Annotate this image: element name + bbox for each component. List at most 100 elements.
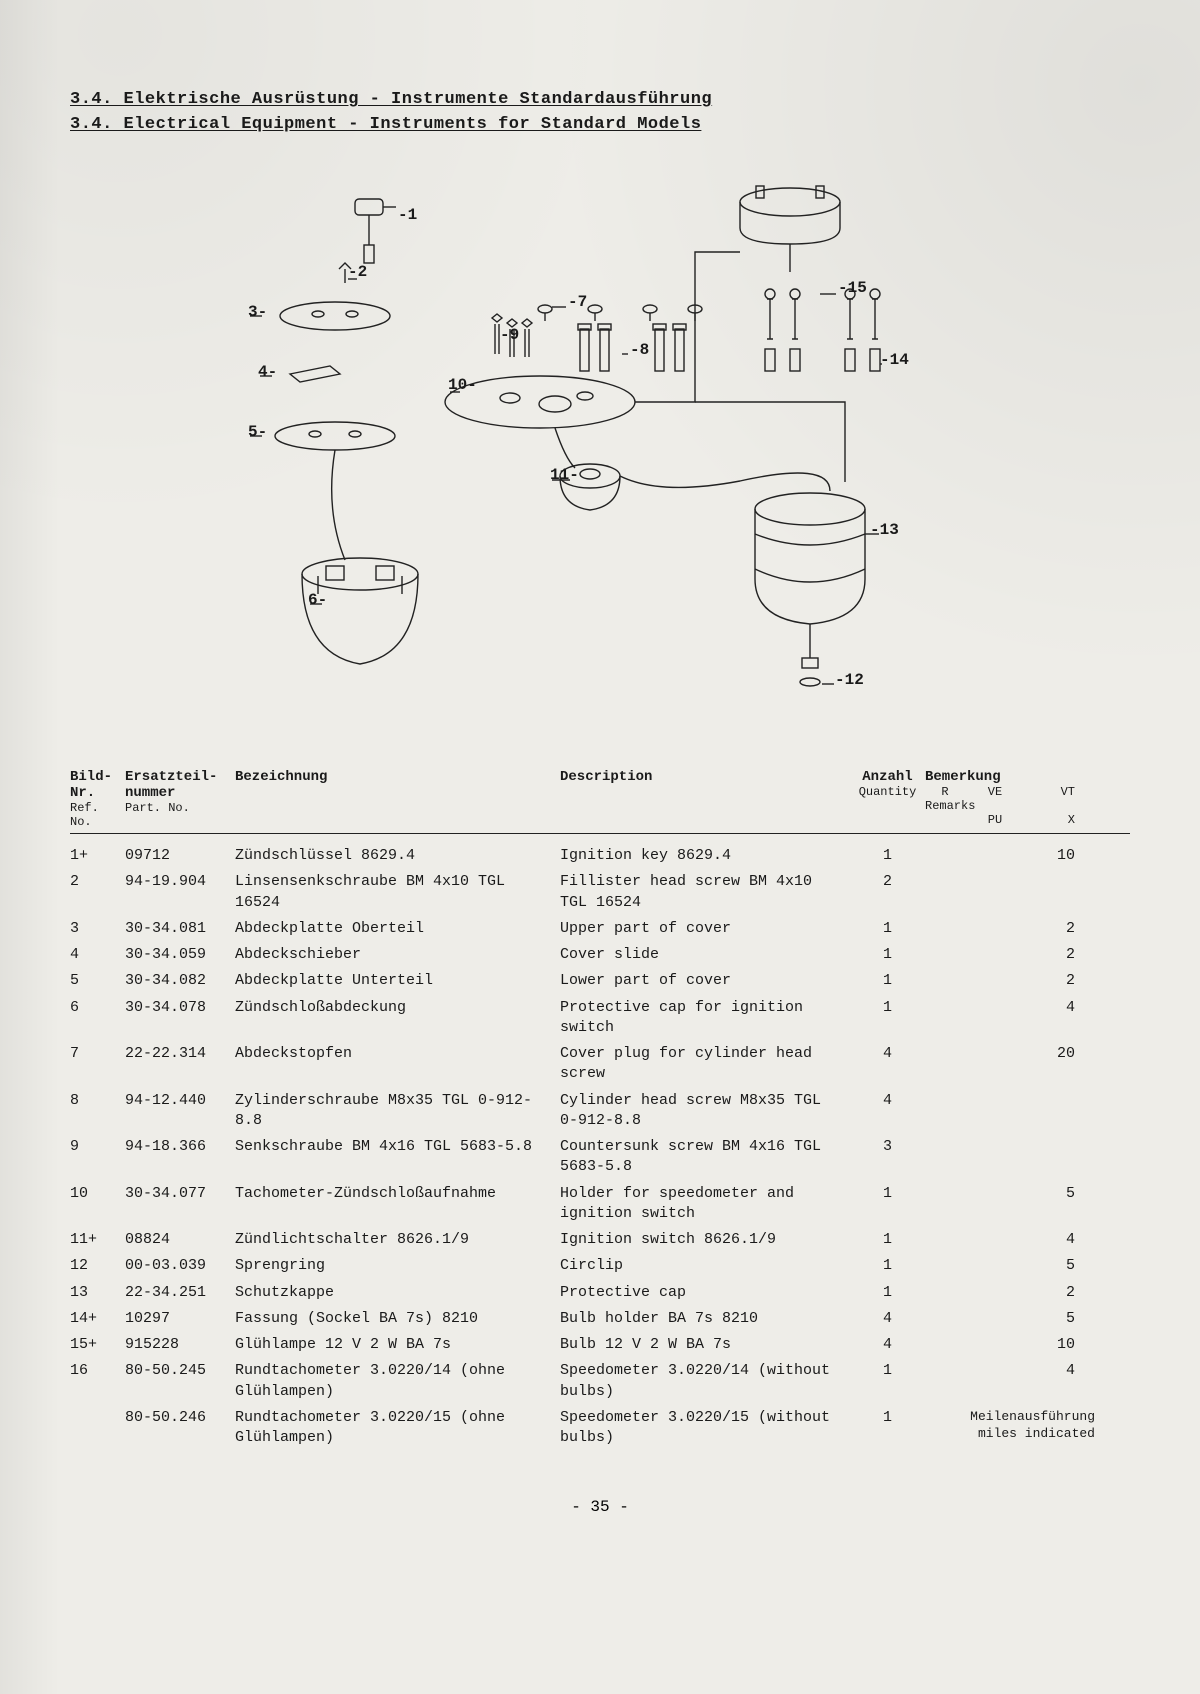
cell-rem: 2 bbox=[925, 971, 1135, 991]
cell-qty: 1 bbox=[850, 1283, 925, 1303]
th-rem: Bemerkung R VE VT Remarks PU X bbox=[925, 769, 1135, 829]
cell-bez: Abdeckplatte Oberteil bbox=[235, 919, 560, 939]
cell-bez: Schutzkappe bbox=[235, 1283, 560, 1303]
table-row: 1322-34.251SchutzkappeProtective cap12 bbox=[70, 1277, 1130, 1303]
heading-de: 3.4. Elektrische Ausrüstung - Instrument… bbox=[70, 90, 1130, 109]
th-rem-x: X bbox=[1025, 813, 1075, 827]
callout-label-1: -1 bbox=[398, 206, 417, 224]
cell-rem: 2 bbox=[925, 1283, 1135, 1303]
cell-nr: 15+ bbox=[70, 1335, 125, 1355]
parts-table: Bild- Nr. Ref. No. Ersatzteil- nummer Pa… bbox=[70, 769, 1130, 1448]
cell-desc: Countersunk screw BM 4x16 TGL 5683-5.8 bbox=[560, 1137, 850, 1178]
cell-part: 22-22.314 bbox=[125, 1044, 235, 1064]
table-row: 14+10297Fassung (Sockel BA 7s) 8210Bulb … bbox=[70, 1303, 1130, 1329]
cell-rem: 10 bbox=[925, 1335, 1135, 1355]
cell-nr: 12 bbox=[70, 1256, 125, 1276]
cell-part: 80-50.245 bbox=[125, 1361, 235, 1381]
table-header: Bild- Nr. Ref. No. Ersatzteil- nummer Pa… bbox=[70, 769, 1130, 834]
cell-nr: 11+ bbox=[70, 1230, 125, 1250]
cell-rem: 20 bbox=[925, 1044, 1135, 1064]
cell-qty: 4 bbox=[850, 1335, 925, 1355]
callout-label-4: 4- bbox=[258, 363, 277, 381]
th-rem-pu: PU bbox=[965, 813, 1025, 827]
cell-nr: 4 bbox=[70, 945, 125, 965]
cell-qty: 4 bbox=[850, 1044, 925, 1064]
callout-label-8: -8 bbox=[630, 341, 649, 359]
cell-rem: 4 bbox=[925, 1230, 1135, 1250]
cell-nr: 3 bbox=[70, 919, 125, 939]
cell-bez: Abdeckschieber bbox=[235, 945, 560, 965]
table-row: 15+915228Glühlampe 12 V 2 W BA 7sBulb 12… bbox=[70, 1329, 1130, 1355]
cell-part: 30-34.059 bbox=[125, 945, 235, 965]
callout-label-7: -7 bbox=[568, 293, 587, 311]
th-rem-vt: VT bbox=[1025, 785, 1075, 799]
cell-desc: Lower part of cover bbox=[560, 971, 850, 991]
th-rem-r: R bbox=[925, 785, 965, 799]
cell-bez: Tachometer-Zündschloßaufnahme bbox=[235, 1184, 560, 1204]
cell-nr: 5 bbox=[70, 971, 125, 991]
page-number: - 35 - bbox=[70, 1498, 1130, 1516]
cell-part: 94-19.904 bbox=[125, 872, 235, 892]
cell-part: 22-34.251 bbox=[125, 1283, 235, 1303]
cell-bez: Abdeckplatte Unterteil bbox=[235, 971, 560, 991]
cell-bez: Fassung (Sockel BA 7s) 8210 bbox=[235, 1309, 560, 1329]
cell-desc: Protective cap for ignition switch bbox=[560, 998, 850, 1039]
cell-desc: Circlip bbox=[560, 1256, 850, 1276]
th-bez: Bezeichnung bbox=[235, 769, 560, 829]
cell-rem: 5 bbox=[925, 1256, 1135, 1276]
cell-qty: 1 bbox=[850, 919, 925, 939]
cell-bez: Zündschlüssel 8629.4 bbox=[235, 846, 560, 866]
table-row: 1680-50.245Rundtachometer 3.0220/14 (ohn… bbox=[70, 1355, 1130, 1402]
th-rem-en: Remarks bbox=[925, 799, 1135, 813]
page-content: 3.4. Elektrische Ausrüstung - Instrument… bbox=[70, 90, 1130, 1516]
cell-qty: 1 bbox=[850, 1361, 925, 1381]
cell-nr: 8 bbox=[70, 1091, 125, 1111]
callout-label-14: -14 bbox=[880, 351, 909, 369]
table-row: 722-22.314AbdeckstopfenCover plug for cy… bbox=[70, 1038, 1130, 1085]
th-desc: Description bbox=[560, 769, 850, 829]
cell-part: 915228 bbox=[125, 1335, 235, 1355]
table-row: 80-50.246Rundtachometer 3.0220/15 (ohne … bbox=[70, 1402, 1130, 1449]
cell-nr: 7 bbox=[70, 1044, 125, 1064]
table-row: 11+08824Zündlichtschalter 8626.1/9Igniti… bbox=[70, 1224, 1130, 1250]
th-rem-de: Bemerkung bbox=[925, 769, 1001, 785]
cell-qty: 1 bbox=[850, 998, 925, 1018]
th-nr: Bild- Nr. Ref. No. bbox=[70, 769, 125, 829]
cell-part: 30-34.082 bbox=[125, 971, 235, 991]
cell-part: 30-34.078 bbox=[125, 998, 235, 1018]
cell-desc: Bulb holder BA 7s 8210 bbox=[560, 1309, 850, 1329]
callout-label-3: 3- bbox=[248, 303, 267, 321]
table-row: 1200-03.039SprengringCirclip15 bbox=[70, 1250, 1130, 1276]
cell-rem: Meilenausführung miles indicated bbox=[925, 1408, 1135, 1443]
cell-part: 94-12.440 bbox=[125, 1091, 235, 1111]
cell-qty: 3 bbox=[850, 1137, 925, 1157]
cell-bez: Zylinderschraube M8x35 TGL 0-912-8.8 bbox=[235, 1091, 560, 1132]
th-rem-ve: VE bbox=[965, 785, 1025, 799]
callout-label-15: -15 bbox=[838, 279, 867, 297]
cell-rem: 5 bbox=[925, 1184, 1135, 1204]
cell-qty: 1 bbox=[850, 1256, 925, 1276]
cell-bez: Zündschloßabdeckung bbox=[235, 998, 560, 1018]
callout-label-11: 11- bbox=[550, 466, 579, 484]
callout-label-5: 5- bbox=[248, 423, 267, 441]
cell-desc: Speedometer 3.0220/14 (without bulbs) bbox=[560, 1361, 850, 1402]
cell-qty: 1 bbox=[850, 846, 925, 866]
cell-qty: 4 bbox=[850, 1091, 925, 1111]
table-row: 1030-34.077Tachometer-Zündschloßaufnahme… bbox=[70, 1178, 1130, 1225]
cell-nr: 1+ bbox=[70, 846, 125, 866]
th-qty-en: Quantity bbox=[850, 785, 925, 799]
callout-label-12: -12 bbox=[835, 671, 864, 689]
cell-part: 09712 bbox=[125, 846, 235, 866]
cell-desc: Cover plug for cylinder head screw bbox=[560, 1044, 850, 1085]
cell-desc: Holder for speedometer and ignition swit… bbox=[560, 1184, 850, 1225]
cell-qty: 1 bbox=[850, 1230, 925, 1250]
callout-label-6: 6- bbox=[308, 591, 327, 609]
th-qty-de: Anzahl bbox=[862, 769, 912, 785]
cell-desc: Fillister head screw BM 4x10 TGL 16524 bbox=[560, 872, 850, 913]
cell-rem: 2 bbox=[925, 945, 1135, 965]
cell-nr: 14+ bbox=[70, 1309, 125, 1329]
cell-nr: 6 bbox=[70, 998, 125, 1018]
cell-desc: Cylinder head screw M8x35 TGL 0-912-8.8 bbox=[560, 1091, 850, 1132]
table-row: 994-18.366Senkschraube BM 4x16 TGL 5683-… bbox=[70, 1131, 1130, 1178]
cell-qty: 2 bbox=[850, 872, 925, 892]
